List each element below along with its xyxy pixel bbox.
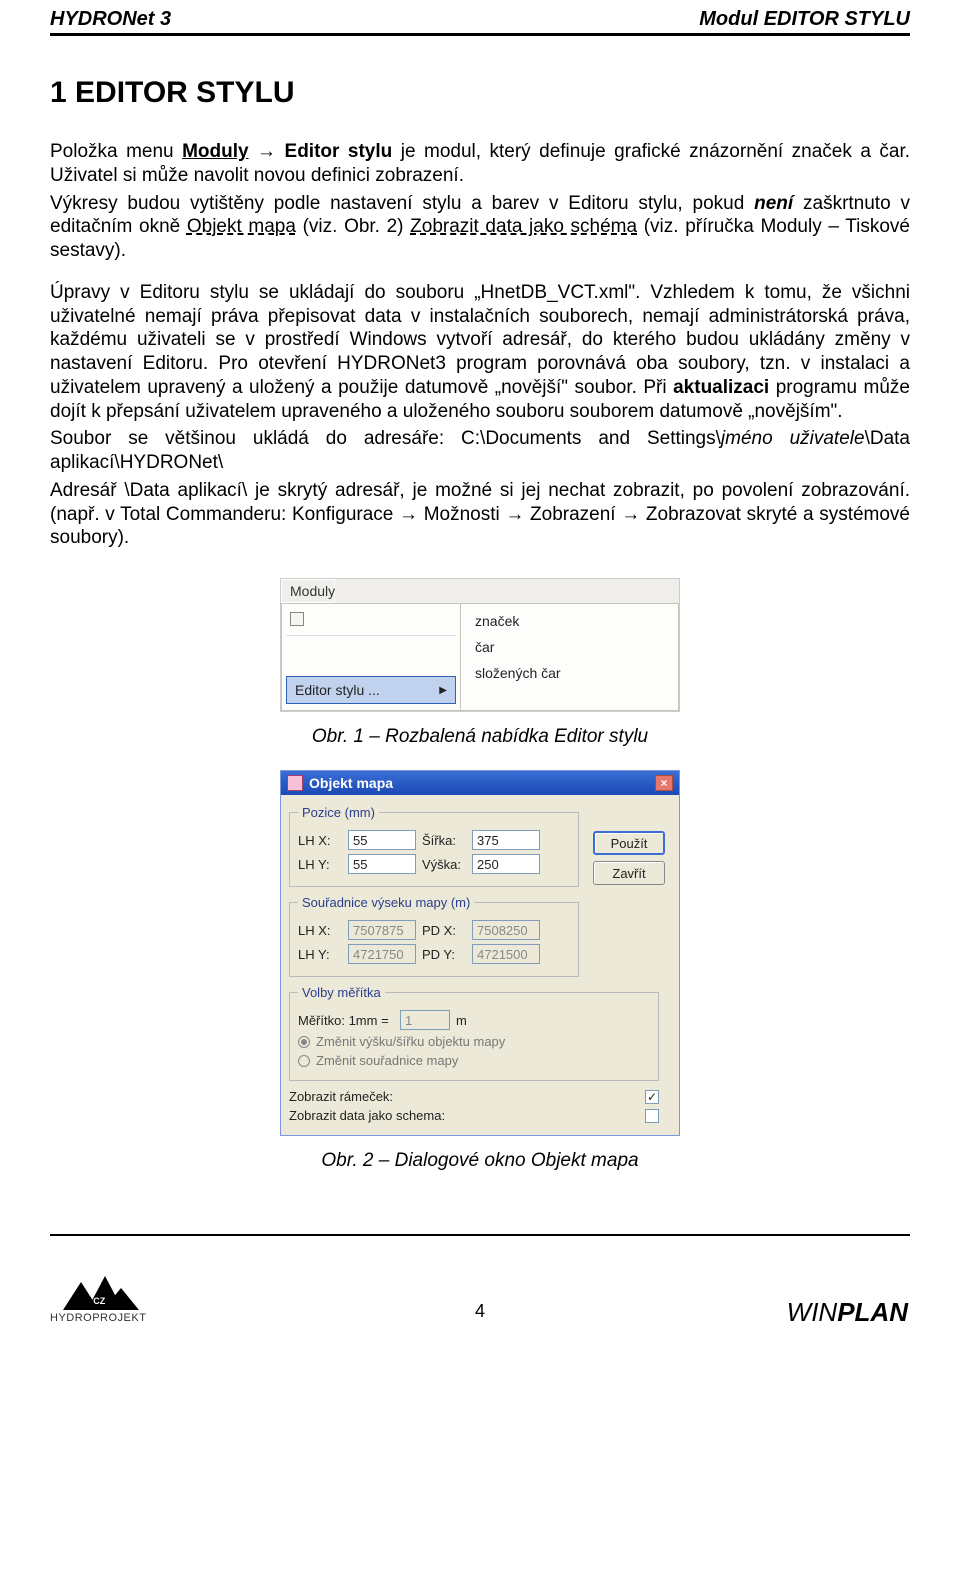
label-sirka: Šířka:	[422, 833, 466, 848]
header-rule	[50, 33, 910, 36]
paragraph-1: Položka menu Moduly → Editor stylu je mo…	[50, 140, 910, 188]
radio-zmenit-souradnice-label: Změnit souřadnice mapy	[316, 1053, 458, 1068]
paragraph-4: Soubor se většinou ukládá do adresáře: C…	[50, 427, 910, 475]
group-souradnice-legend: Souřadnice výseku mapy (m)	[298, 895, 474, 910]
label-zobrazit-ramecek: Zobrazit rámeček:	[289, 1089, 393, 1104]
radio-zmenit-vysku	[298, 1036, 310, 1048]
label-lhy: LH Y:	[298, 857, 342, 872]
group-meritko: Volby měřítka Měřítko: 1mm = m Změnit vý…	[289, 985, 659, 1081]
group-souradnice: Souřadnice výseku mapy (m) LH X: PD X: L…	[289, 895, 579, 977]
input-sour-lhx	[348, 920, 416, 940]
input-lhy[interactable]	[348, 854, 416, 874]
close-icon[interactable]: ×	[655, 775, 673, 791]
group-pozice-legend: Pozice (mm)	[298, 805, 379, 820]
label-zobrazit-data-schema: Zobrazit data jako schema:	[289, 1108, 445, 1123]
checkbox-zobrazit-ramecek[interactable]: ✓	[645, 1090, 659, 1104]
footer-brand: WINPLAN	[787, 1297, 908, 1328]
label-pdx: PD X:	[422, 923, 466, 938]
chevron-right-icon: ▶	[439, 685, 447, 696]
figure-1-caption: Obr. 1 – Rozbalená nabídka Editor stylu	[312, 726, 648, 748]
label-meritko-unit: m	[456, 1013, 467, 1028]
input-sour-lhy	[348, 944, 416, 964]
dialog-title-text: Objekt mapa	[309, 775, 655, 791]
section-title: 1 EDITOR STYLU	[50, 76, 910, 110]
input-vyska[interactable]	[472, 854, 540, 874]
checkbox-zobrazit-data-schema[interactable]	[645, 1109, 659, 1123]
page-number: 4	[475, 1301, 485, 1322]
submenu-slozenych-car[interactable]: složených čar	[461, 660, 678, 686]
pouzit-button[interactable]: Použít	[593, 831, 665, 855]
paragraph-2: Výkresy budou vytištěny podle nastavení …	[50, 192, 910, 263]
input-sirka[interactable]	[472, 830, 540, 850]
input-pdy	[472, 944, 540, 964]
radio-zmenit-vysku-label: Změnit výšku/šířku objektu mapy	[316, 1034, 505, 1049]
submenu-znacek[interactable]: značek	[461, 608, 678, 634]
label-sour-lhy: LH Y:	[298, 947, 342, 962]
group-pozice: Pozice (mm) LH X: Šířka: LH Y: Výška:	[289, 805, 579, 887]
label-vyska: Výška:	[422, 857, 466, 872]
zavrit-button[interactable]: Zavřít	[593, 861, 665, 885]
footer-logo: CZ HYDROPROJEKT	[50, 1276, 146, 1324]
menu-separator	[286, 635, 456, 636]
header-left: HYDRONet 3	[50, 8, 171, 31]
menu-item-editor-stylu[interactable]: Editor stylu ... ▶	[286, 676, 456, 704]
paragraph-3: Úpravy v Editoru stylu se ukládají do so…	[50, 281, 910, 424]
submenu-car[interactable]: čar	[461, 634, 678, 660]
dialog-icon	[287, 775, 303, 791]
label-pdy: PD Y:	[422, 947, 466, 962]
input-meritko	[400, 1010, 450, 1030]
paragraph-5: Adresář \Data aplikací\ je skrytý adresá…	[50, 479, 910, 550]
dialog-objekt-mapa: Objekt mapa × Použít Zavřít Pozice (mm) …	[280, 770, 680, 1136]
footer-logo-text: HYDROPROJEKT	[50, 1312, 146, 1324]
dialog-titlebar[interactable]: Objekt mapa ×	[281, 771, 679, 795]
label-meritko: Měřítko: 1mm =	[298, 1013, 394, 1028]
menu-icon[interactable]	[282, 608, 460, 633]
label-lhx: LH X:	[298, 833, 342, 848]
menu-moduly-label[interactable]: Moduly	[281, 579, 335, 603]
label-sour-lhx: LH X:	[298, 923, 342, 938]
input-pdx	[472, 920, 540, 940]
header-right: Modul EDITOR STYLU	[699, 8, 910, 31]
input-lhx[interactable]	[348, 830, 416, 850]
menu-screenshot: Moduly Editor stylu ... ▶ značek čar	[280, 578, 680, 712]
radio-zmenit-souradnice	[298, 1055, 310, 1067]
group-meritko-legend: Volby měřítka	[298, 985, 385, 1000]
figure-2-caption: Obr. 2 – Dialogové okno Objekt mapa	[321, 1150, 638, 1172]
